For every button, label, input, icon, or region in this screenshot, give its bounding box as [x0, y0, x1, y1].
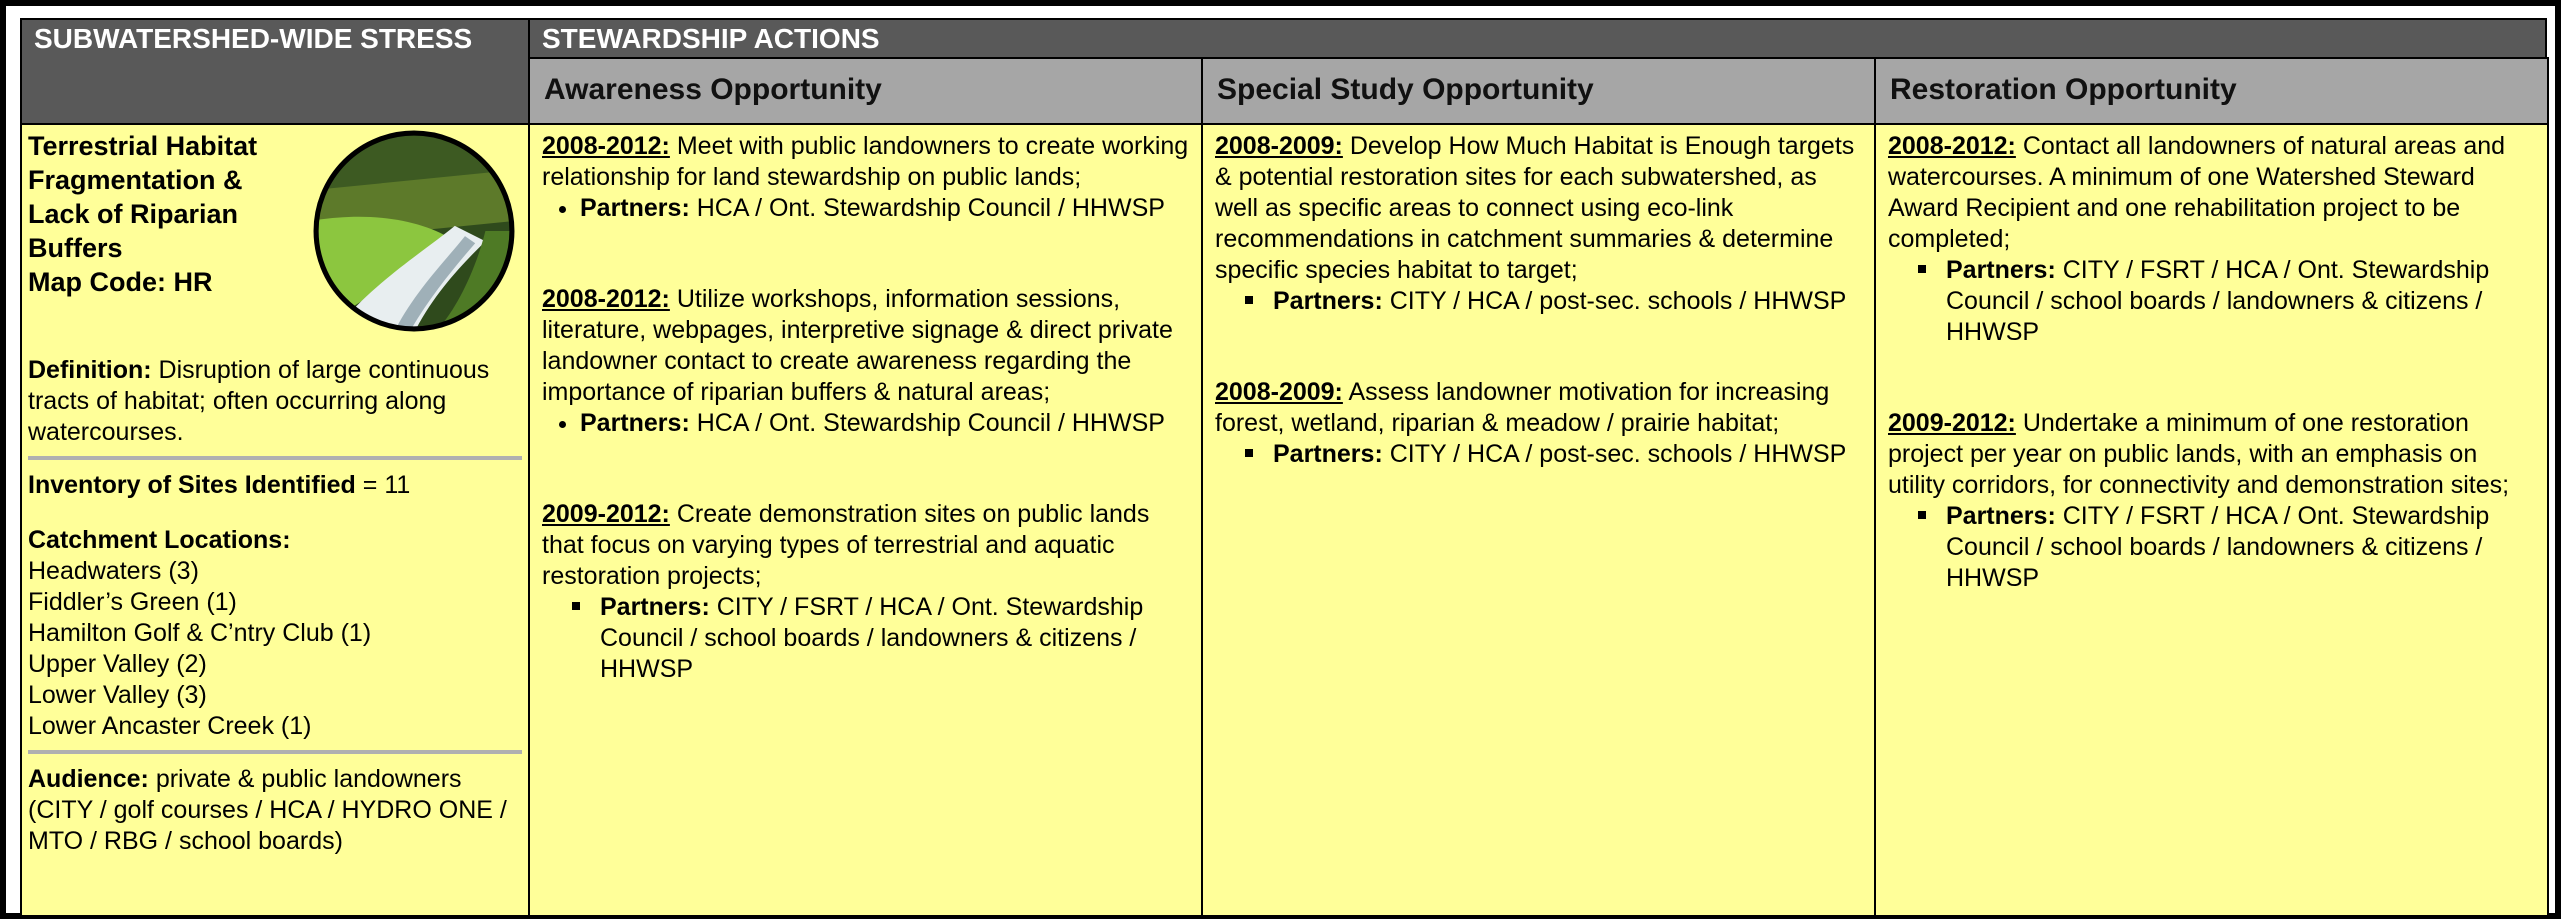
partners: Partners: CITY / FSRT / HCA / Ont. Stewa…	[1946, 501, 2535, 594]
actions-header-text: STEWARDSHIP ACTIONS	[542, 23, 880, 54]
action-text: Develop How Much Habitat is Enough targe…	[1215, 132, 1855, 284]
location: Lower Valley (3)	[28, 681, 207, 709]
action-period: 2008-2012:	[542, 285, 670, 313]
partners-list: Partners: CITY / HCA / post-sec. schools…	[1215, 286, 1862, 317]
partners-label: Partners:	[1946, 256, 2056, 284]
location: Lower Ancaster Creek (1)	[28, 712, 312, 740]
audience: Audience: private & public landowners (C…	[28, 754, 522, 865]
inventory-value: = 11	[362, 471, 411, 499]
definition-text: Disruption of large continuous tracts of…	[28, 356, 490, 446]
action-text: Assess landowner motivation for increasi…	[1215, 378, 1830, 437]
partners-list: Partners: CITY / FSRT / HCA / Ont. Stewa…	[542, 592, 1189, 685]
audience-label: Audience:	[28, 765, 149, 793]
column-header: Awareness Opportunity	[528, 57, 1203, 125]
partners: Partners: HCA / Ont. Stewardship Council…	[580, 408, 1189, 439]
partners-label: Partners:	[1273, 440, 1383, 468]
column-cell: 2008-2012: Meet with public landowners t…	[528, 123, 1203, 917]
partners-text: CITY / HCA / post-sec. schools / HHWSP	[1389, 440, 1847, 468]
action: 2008-2009: Assess landowner motivation f…	[1215, 377, 1862, 470]
partners-label: Partners:	[580, 409, 690, 437]
partners-list: Partners: HCA / Ont. Stewardship Council…	[542, 408, 1189, 439]
action-text: Undertake a minimum of one restoration p…	[1888, 409, 2510, 499]
action-text: Create demonstration sites on public lan…	[542, 500, 1150, 590]
action-text: Contact all landowners of natural areas …	[1888, 132, 2506, 253]
partners: Partners: CITY / FSRT / HCA / Ont. Stewa…	[1946, 255, 2535, 348]
action-period: 2008-2009:	[1215, 132, 1343, 160]
partners-list: Partners: HCA / Ont. Stewardship Council…	[542, 193, 1189, 224]
action-period: 2008-2009:	[1215, 378, 1343, 406]
partners-text: HCA / Ont. Stewardship Council / HHWSP	[696, 194, 1165, 222]
audience-text: private & public landowners (CITY / golf…	[28, 765, 507, 855]
action-period: 2009-2012:	[542, 500, 670, 528]
action: 2008-2012: Meet with public landowners t…	[542, 131, 1189, 224]
partners-list: Partners: CITY / FSRT / HCA / Ont. Stewa…	[1888, 255, 2535, 348]
definition-label: Definition:	[28, 356, 152, 384]
action: 2008-2012: Utilize workshops, informatio…	[542, 284, 1189, 439]
partners-text: HCA / Ont. Stewardship Council / HHWSP	[696, 409, 1165, 437]
action: 2009-2012: Create demonstration sites on…	[542, 499, 1189, 685]
action-text: Meet with public landowners to create wo…	[542, 132, 1189, 191]
partners-label: Partners:	[600, 593, 710, 621]
definition: Definition: Disruption of large continuo…	[28, 337, 522, 460]
partners-label: Partners:	[580, 194, 690, 222]
actions-header: STEWARDSHIP ACTIONS	[528, 18, 2547, 59]
column-header: Restoration Opportunity	[1874, 57, 2549, 125]
partners-text: CITY / HCA / post-sec. schools / HHWSP	[1389, 287, 1847, 315]
partners: Partners: CITY / HCA / post-sec. schools…	[1273, 439, 1862, 470]
partners: Partners: HCA / Ont. Stewardship Council…	[580, 193, 1189, 224]
column-header: Special Study Opportunity	[1201, 57, 1876, 125]
stress-title: Terrestrial Habitat Fragmentation & Lack…	[28, 131, 258, 263]
partners-label: Partners:	[1946, 502, 2056, 530]
action-period: 2008-2012:	[542, 132, 670, 160]
location: Upper Valley (2)	[28, 650, 207, 678]
inventory-label: Inventory of Sites Identified	[28, 471, 356, 499]
column-cell: 2008-2009: Develop How Much Habitat is E…	[1201, 123, 1876, 917]
partners-list: Partners: CITY / FSRT / HCA / Ont. Stewa…	[1888, 501, 2535, 594]
action-text: Utilize workshops, information sessions,…	[542, 285, 1173, 406]
photo	[313, 130, 515, 332]
location: Hamilton Golf & C’ntry Club (1)	[28, 619, 372, 647]
location: Headwaters (3)	[28, 557, 199, 585]
partners-text: CITY / FSRT / HCA / Ont. Stewardship Cou…	[1946, 502, 2490, 592]
partners: Partners: CITY / HCA / post-sec. schools…	[1273, 286, 1862, 317]
action: 2008-2009: Develop How Much Habitat is E…	[1215, 131, 1862, 317]
action: 2008-2012: Contact all landowners of nat…	[1888, 131, 2535, 348]
catchment-label: Catchment Locations:	[28, 526, 291, 554]
column-cell: 2008-2012: Contact all landowners of nat…	[1874, 123, 2549, 917]
location: Fiddler’s Green (1)	[28, 588, 237, 616]
partners-text: CITY / FSRT / HCA / Ont. Stewardship Cou…	[1946, 256, 2490, 346]
partners-label: Partners:	[1273, 287, 1383, 315]
partners-text: CITY / FSRT / HCA / Ont. Stewardship Cou…	[600, 593, 1144, 683]
action: 2009-2012: Undertake a minimum of one re…	[1888, 408, 2535, 594]
action-period: 2009-2012:	[1888, 409, 2016, 437]
partners: Partners: CITY / FSRT / HCA / Ont. Stewa…	[600, 592, 1189, 685]
stress-cell: Terrestrial Habitat Fragmentation & Lack…	[20, 123, 530, 917]
action-period: 2008-2012:	[1888, 132, 2016, 160]
stress-header-text: SUBWATERSHED-WIDE STRESS	[34, 23, 473, 54]
map-code: Map Code: HR	[28, 267, 213, 297]
partners-list: Partners: CITY / HCA / post-sec. schools…	[1215, 439, 1862, 470]
stress-header: SUBWATERSHED-WIDE STRESS	[20, 18, 530, 125]
inventory: Inventory of Sites Identified = 11 Catchm…	[28, 460, 522, 754]
